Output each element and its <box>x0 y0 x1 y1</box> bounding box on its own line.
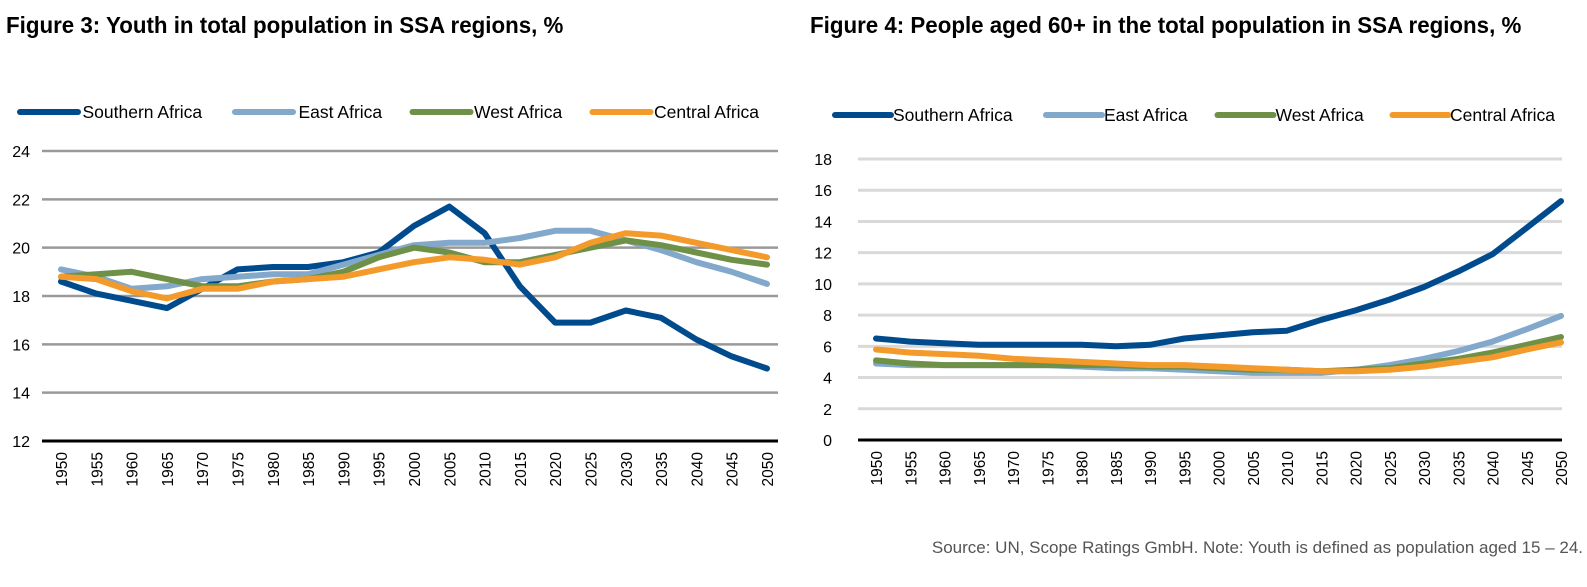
y-tick-label: 4 <box>823 371 832 388</box>
x-tick-label: 2025 <box>584 452 601 486</box>
x-tick-label: 1990 <box>336 452 353 487</box>
x-tick-label: 1995 <box>1177 451 1194 485</box>
x-tick-label: 2040 <box>689 452 706 487</box>
x-tick-label: 1950 <box>869 451 886 486</box>
legend-label-southern-africa: Southern Africa <box>83 102 203 122</box>
series-line-central-africa <box>873 339 1564 375</box>
x-tick-label: 1955 <box>903 451 920 485</box>
x-tick-label: 2010 <box>478 452 495 487</box>
x-tick-label: 2005 <box>442 452 459 486</box>
y-tick-label: 2 <box>823 402 832 419</box>
y-tick-label: 22 <box>12 192 30 209</box>
x-tick-label: 2045 <box>725 452 742 486</box>
legend-label-west-africa: West Africa <box>1276 105 1364 125</box>
x-tick-label: 1975 <box>231 452 248 486</box>
x-tick-label: 2020 <box>1349 451 1366 486</box>
x-tick-label: 1960 <box>938 451 955 486</box>
y-tick-label: 14 <box>12 386 30 403</box>
x-tick-label: 1965 <box>972 451 989 485</box>
x-tick-label: 1965 <box>160 452 177 486</box>
y-tick-label: 24 <box>12 144 30 161</box>
y-tick-label: 6 <box>823 339 832 356</box>
x-tick-label: 1970 <box>195 452 212 487</box>
legend-label-west-africa: West Africa <box>474 102 562 122</box>
legend-label-east-africa: East Africa <box>299 102 383 122</box>
x-tick-label: 2015 <box>513 452 530 486</box>
x-tick-label: 1970 <box>1006 451 1023 486</box>
x-tick-label: 1985 <box>1109 451 1126 485</box>
y-tick-label: 16 <box>12 337 30 354</box>
y-tick-label: 18 <box>814 152 832 169</box>
figure-3-title: Figure 3: Youth in total population in S… <box>6 12 564 38</box>
y-tick-label: 14 <box>814 214 832 231</box>
series-line-central-africa <box>58 230 770 302</box>
y-tick-label: 10 <box>814 277 832 294</box>
y-tick-label: 16 <box>814 183 832 200</box>
legend-label-east-africa: East Africa <box>1104 105 1188 125</box>
series-line-southern-africa <box>873 198 1564 350</box>
y-tick-label: 20 <box>12 241 30 258</box>
x-tick-label: 2050 <box>1554 451 1571 486</box>
x-tick-label: 2020 <box>548 452 565 487</box>
x-tick-label: 2010 <box>1280 451 1297 486</box>
source-note: Source: UN, Scope Ratings GmbH. Note: Yo… <box>931 538 1583 557</box>
x-tick-label: 1975 <box>1040 451 1057 485</box>
x-tick-label: 1995 <box>372 452 389 486</box>
x-tick-label: 2025 <box>1383 451 1400 485</box>
y-tick-label: 8 <box>823 308 832 325</box>
x-tick-label: 2030 <box>619 452 636 487</box>
x-tick-label: 2050 <box>760 452 777 487</box>
x-tick-label: 2035 <box>1451 451 1468 485</box>
x-tick-label: 1950 <box>54 452 71 487</box>
figure-4-title: Figure 4: People aged 60+ in the total p… <box>810 12 1522 38</box>
x-tick-label: 2030 <box>1417 451 1434 486</box>
x-tick-label: 1985 <box>301 452 318 486</box>
y-tick-label: 18 <box>12 289 30 306</box>
y-tick-label: 0 <box>823 433 832 450</box>
x-tick-label: 2005 <box>1246 451 1263 485</box>
x-tick-label: 1980 <box>266 452 283 487</box>
x-tick-label: 2000 <box>407 452 424 487</box>
series-line-west-africa <box>58 237 770 290</box>
legend-label-central-africa: Central Africa <box>1450 105 1555 125</box>
x-tick-label: 2045 <box>1520 451 1537 485</box>
x-tick-label: 2040 <box>1486 451 1503 486</box>
x-tick-label: 2000 <box>1212 451 1229 486</box>
x-tick-label: 1955 <box>89 452 106 486</box>
x-tick-label: 1960 <box>125 452 142 487</box>
y-tick-label: 12 <box>814 246 832 263</box>
x-tick-label: 1990 <box>1143 451 1160 486</box>
legend-label-southern-africa: Southern Africa <box>893 105 1013 125</box>
legend-label-central-africa: Central Africa <box>654 102 759 122</box>
y-tick-label: 12 <box>12 434 30 451</box>
x-tick-label: 1980 <box>1075 451 1092 486</box>
series-line-southern-africa <box>58 203 770 372</box>
x-tick-label: 2015 <box>1314 451 1331 485</box>
x-tick-label: 2035 <box>654 452 671 486</box>
